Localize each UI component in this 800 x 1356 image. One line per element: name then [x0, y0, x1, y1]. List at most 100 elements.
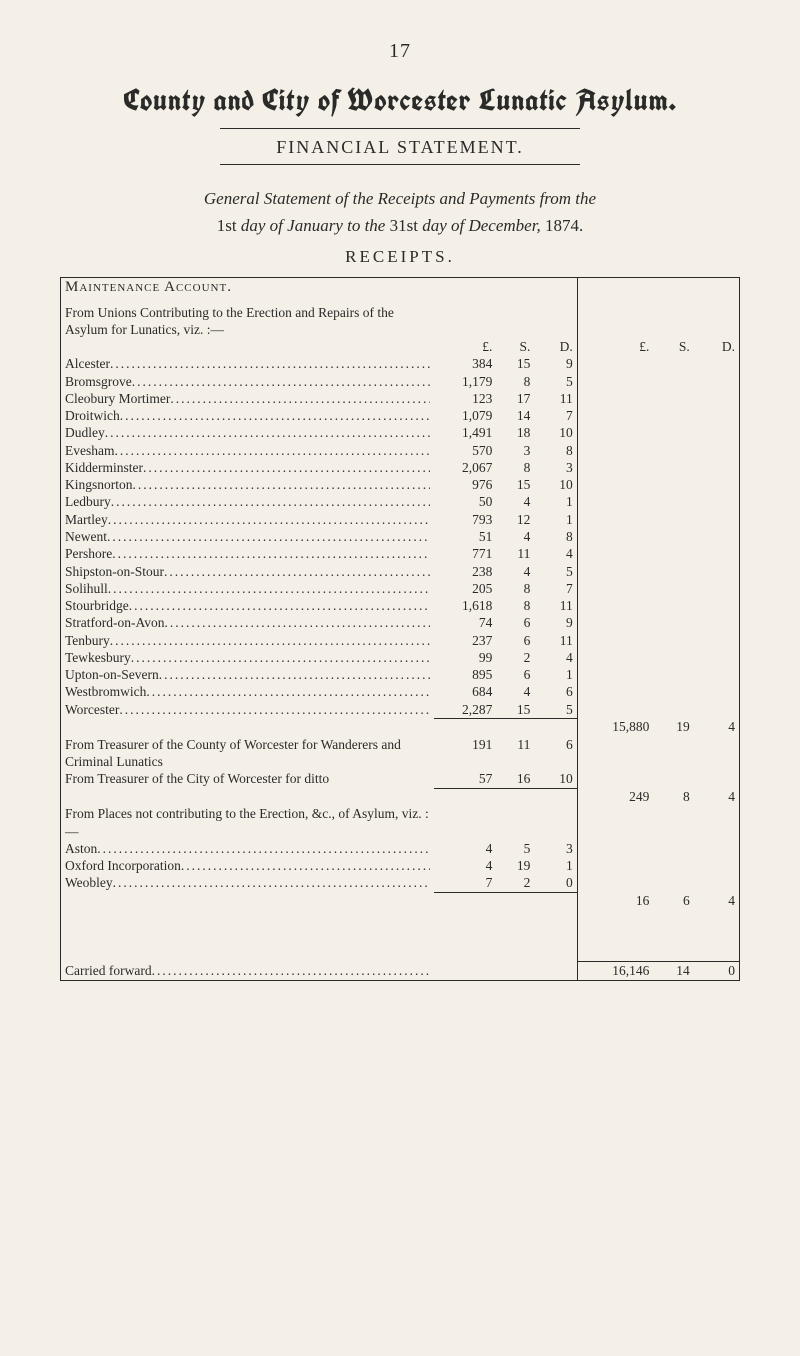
cell-D: 4 — [534, 545, 577, 562]
subtotal-S: 6 — [653, 892, 693, 909]
cell-L: 4 — [434, 840, 496, 857]
table-row: Kingsnorton9761510 — [61, 476, 739, 493]
row-label: Ledbury — [61, 493, 434, 510]
cell-L: 384 — [434, 355, 496, 372]
table-row: Tewkesbury9924 — [61, 649, 739, 666]
cell-D: 4 — [534, 649, 577, 666]
cell-D: 1 — [534, 511, 577, 528]
cell-L: 570 — [434, 442, 496, 459]
cell-L: 74 — [434, 614, 496, 631]
cell-S: 2 — [496, 649, 534, 666]
page-title: County and City of Worcester Lunatic Asy… — [60, 81, 740, 120]
row-label: Pershore — [61, 545, 434, 562]
maintenance-heading: Maintenance Account. — [61, 278, 434, 297]
cell-L: 2,287 — [434, 701, 496, 719]
row-label: Solihull — [61, 580, 434, 597]
subtotal-D: 4 — [694, 718, 739, 735]
cell-S: 3 — [496, 442, 534, 459]
row-label: Weobley — [61, 874, 434, 892]
cell-D: 9 — [534, 355, 577, 372]
table-row: Ledbury5041 — [61, 493, 739, 510]
carried-S: 14 — [653, 962, 693, 980]
subtotal-row: 15,880194 — [61, 718, 739, 735]
statement-line2-a: 1st — [217, 216, 241, 235]
cell-S: 18 — [496, 424, 534, 441]
cell-S: 15 — [496, 355, 534, 372]
statement-line2-c: 31st — [390, 216, 423, 235]
row-label: Tenbury — [61, 632, 434, 649]
col-head-L2: £. — [577, 338, 653, 355]
cell-L: 99 — [434, 649, 496, 666]
cell-D: 7 — [534, 407, 577, 424]
row-label: Stourbridge — [61, 597, 434, 614]
table-row: Stourbridge1,618811 — [61, 597, 739, 614]
row-label: Dudley — [61, 424, 434, 441]
cell-L: 191 — [434, 736, 496, 771]
table-row: Pershore771114 — [61, 545, 739, 562]
table-row: Westbromwich68446 — [61, 683, 739, 700]
row-label: Evesham — [61, 442, 434, 459]
cell-L: 205 — [434, 580, 496, 597]
cell-D: 11 — [534, 597, 577, 614]
row-label: From Treasurer of the County of Worces­t… — [61, 736, 434, 771]
page: 1 7 County and City of Worcester Lunatic … — [0, 0, 800, 1356]
table-row: Kidderminster2,06783 — [61, 459, 739, 476]
statement-line2-d: day of December, — [422, 216, 545, 235]
row-label: Stratford-on-Avon — [61, 614, 434, 631]
carried-L: 16,146 — [577, 962, 653, 980]
cell-D: 8 — [534, 528, 577, 545]
cell-L: 238 — [434, 563, 496, 580]
maintenance-intro: From Unions Contributing to the Erec­tio… — [61, 304, 434, 339]
cell-S: 4 — [496, 683, 534, 700]
subtotal-D: 4 — [694, 892, 739, 909]
cell-D: 8 — [534, 442, 577, 459]
carried-D: 0 — [694, 962, 739, 980]
cell-S: 4 — [496, 528, 534, 545]
table-row: Evesham57038 — [61, 442, 739, 459]
cell-D: 1 — [534, 857, 577, 874]
table-row: Solihull20587 — [61, 580, 739, 597]
table-row: Maintenance Account. — [61, 278, 739, 297]
cell-L: 7 — [434, 874, 496, 892]
cell-L: 1,491 — [434, 424, 496, 441]
cell-S: 19 — [496, 857, 534, 874]
statement-line1: General Statement of the Receipts and Pa… — [204, 189, 596, 208]
table-row: Shipston-on-Stour23845 — [61, 563, 739, 580]
cell-S: 12 — [496, 511, 534, 528]
row-label: From Treasurer of the City of Worcester … — [61, 770, 434, 788]
row-label: Bromsgrove — [61, 373, 434, 390]
cell-D: 11 — [534, 390, 577, 407]
cell-D: 7 — [534, 580, 577, 597]
col-head-S1: S. — [496, 338, 534, 355]
cell-S: 4 — [496, 563, 534, 580]
cell-S: 6 — [496, 632, 534, 649]
table-row: From Treasurer of the City of Worcester … — [61, 770, 739, 788]
table-row: Droitwich1,079147 — [61, 407, 739, 424]
subtotal-row: 1664 — [61, 892, 739, 909]
row-label: Westbromwich — [61, 683, 434, 700]
table-row: Oxford Incorporation4191 — [61, 857, 739, 874]
cell-L: 51 — [434, 528, 496, 545]
cell-L: 57 — [434, 770, 496, 788]
cell-L: 684 — [434, 683, 496, 700]
row-label: Tewkesbury — [61, 649, 434, 666]
table-row: From Places not contributing to the Erec… — [61, 805, 739, 840]
row-label: Martley — [61, 511, 434, 528]
cell-L: 793 — [434, 511, 496, 528]
cell-L: 976 — [434, 476, 496, 493]
cell-L: 895 — [434, 666, 496, 683]
cell-S: 11 — [496, 545, 534, 562]
cell-S: 2 — [496, 874, 534, 892]
cell-D: 9 — [534, 614, 577, 631]
financial-statement-heading: FINANCIAL STATEMENT. — [60, 137, 740, 158]
ledger-table: Maintenance Account. From Unions Contribu… — [60, 277, 740, 980]
row-label: Droitwich — [61, 407, 434, 424]
cell-S: 8 — [496, 459, 534, 476]
table-row: Martley793121 — [61, 511, 739, 528]
col-head-D2: D. — [694, 338, 739, 355]
subtotal-D: 4 — [694, 788, 739, 805]
row-label: Aston — [61, 840, 434, 857]
cell-L: 2,067 — [434, 459, 496, 476]
cell-D: 5 — [534, 373, 577, 390]
table-row: Dudley1,4911810 — [61, 424, 739, 441]
